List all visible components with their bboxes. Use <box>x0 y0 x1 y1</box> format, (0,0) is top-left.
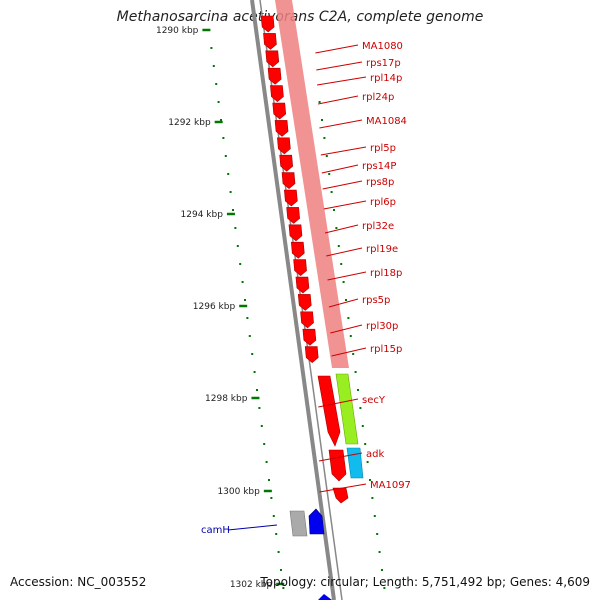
adk-box <box>346 447 364 479</box>
gene-leader-line <box>315 44 359 54</box>
gene-label: rps14P <box>362 161 396 172</box>
gene-label: camH <box>201 525 230 536</box>
gene-arrow <box>281 172 296 189</box>
gene-leader-line <box>319 483 367 493</box>
gene-label: rps5p <box>362 295 390 306</box>
gene-arrow-large <box>317 375 341 447</box>
secY-box <box>335 373 359 445</box>
scale-label: 1294 kbp <box>181 210 224 220</box>
gene-arrow-small <box>332 487 349 504</box>
gene-leader-line <box>322 180 363 190</box>
gene-leader-line <box>318 95 359 105</box>
gene-leader-line <box>318 452 363 462</box>
gene-leader-line <box>328 298 359 308</box>
gene-arrow <box>302 328 317 346</box>
scale-label: 1292 kbp <box>168 118 211 128</box>
gene-label: MA1080 <box>362 41 403 52</box>
gene-label: adk <box>366 449 384 460</box>
backbone-line <box>250 0 336 600</box>
gene-label: secY <box>362 395 386 406</box>
gene-arrow <box>288 224 303 242</box>
scale-label: 1298 kbp <box>205 394 248 404</box>
gene-arrow <box>263 33 277 50</box>
gene-arrow <box>267 67 282 85</box>
gene-label: rpl19e <box>366 244 398 255</box>
genome-title: Methanosarcina acetivorans C2A, complete… <box>116 9 484 25</box>
gene-label: rpl15p <box>370 344 402 355</box>
gene-leader-line <box>323 200 367 210</box>
accession-label: Accession: NC_003552 <box>10 575 147 589</box>
gene-label: rpl6p <box>370 197 396 208</box>
camH-arrow <box>308 508 325 535</box>
gene-arrow <box>277 137 291 155</box>
gene-label: rpl32e <box>362 221 394 232</box>
gene-arrow <box>283 189 298 207</box>
gene-arrow <box>297 294 312 311</box>
gene-leader-line <box>320 146 367 156</box>
gene-label: MA1097 <box>370 480 411 491</box>
gene-label: rpl18p <box>370 268 402 279</box>
gene-leader-line <box>324 224 359 234</box>
ribosomal-band <box>275 0 349 368</box>
gene-arrow <box>286 207 300 224</box>
gene-arrow <box>270 85 284 102</box>
gene-leader-line <box>317 76 367 86</box>
gene-leader-line <box>318 398 359 408</box>
gene-arrow <box>290 241 305 259</box>
topology-label: Topology: circular; Length: 5,751,492 bp… <box>260 575 590 589</box>
gene-label: rps17p <box>366 58 401 69</box>
gene-leader-line <box>227 524 278 531</box>
gene-leader-line <box>326 247 363 257</box>
gene-label: rpl14p <box>370 73 402 84</box>
gene-arrow <box>265 50 280 68</box>
gene-label: MA1084 <box>366 116 407 127</box>
gene-label: rpl30p <box>366 321 398 332</box>
gene-label: rpl24p <box>362 92 394 103</box>
gene-arrow <box>272 102 287 120</box>
gene-arrow <box>260 15 275 33</box>
gene-arrow <box>295 276 310 294</box>
gene-label: rps8p <box>366 177 394 188</box>
gene-leader-line <box>327 271 367 281</box>
scale-label: 1302 kbp <box>230 580 273 590</box>
gene-arrow <box>274 120 289 137</box>
gene-arrow <box>304 346 319 363</box>
gene-arrow-large <box>328 449 347 482</box>
gene-leader-line <box>319 119 363 129</box>
gene-arrow <box>279 154 294 172</box>
scale-label: 1300 kbp <box>217 487 260 497</box>
gene-arrow <box>293 259 307 276</box>
grey-gene-box <box>289 510 308 537</box>
gene-leader-line <box>330 324 363 334</box>
gene-leader-line <box>321 164 359 174</box>
gene-leader-line <box>331 347 367 357</box>
gene-arrow-partial <box>318 594 332 600</box>
gene-arrow <box>300 311 314 329</box>
scale-label: 1290 kbp <box>156 26 199 36</box>
gene-leader-line <box>316 61 363 71</box>
scale-label: 1296 kbp <box>193 302 236 312</box>
gene-label: rpl5p <box>370 143 396 154</box>
